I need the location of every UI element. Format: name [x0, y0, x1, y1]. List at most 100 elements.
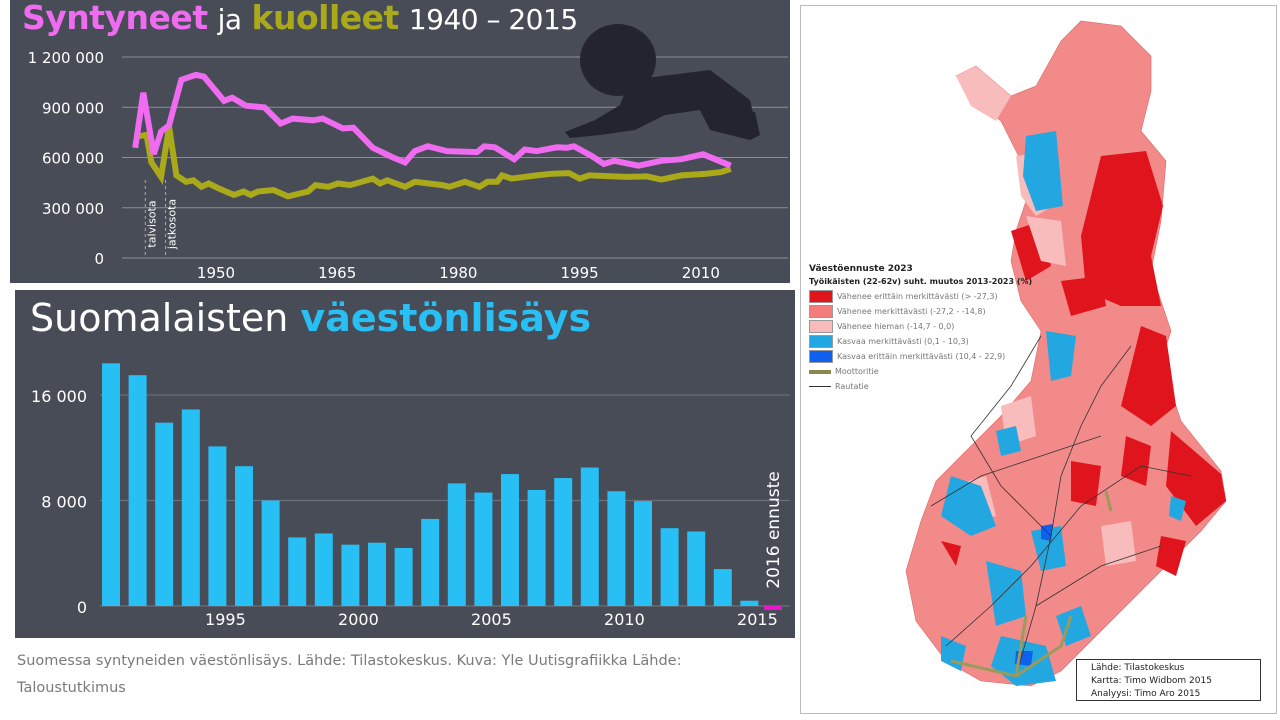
bar-2009 [580, 467, 599, 606]
births-deaths-chart-panel: Syntyneet ja kuolleet 1940 – 2015 0 300 0… [10, 0, 790, 283]
x-tick-label: 2010 [682, 264, 720, 282]
legend-label: Rautatie [835, 382, 869, 391]
legend-item: Vähenee hieman (-14,7 - 0,0) [809, 319, 1032, 334]
bar-1991 [102, 363, 120, 606]
legend-label: Moottoritie [835, 367, 879, 376]
bar-2010 [607, 491, 626, 606]
x-tick-label: 1995 [561, 264, 599, 282]
war-annotation: jatkosota [166, 199, 179, 250]
credit-map: Kartta: Timo Widbom 2015 [1091, 676, 1212, 686]
map-regions-decline-strong [941, 151, 1226, 576]
chart-title: Suomalaisten väestönlisäys [30, 296, 591, 340]
legend-item: Kasvaa erittäin merkittävästi (10,4 - 22… [809, 349, 1032, 364]
title-and: ja [217, 3, 242, 36]
baby-body [565, 70, 758, 140]
motorways [950, 490, 1113, 678]
finland-map [905, 20, 1227, 687]
map-credits: Lähde: Tilastokeskus Kartta: Timo Widbom… [1076, 659, 1261, 701]
baby-silhouette-icon [565, 24, 760, 140]
bar-1992 [128, 375, 147, 606]
legend-subtitle: Työikäisten (22-62v) suht. muutos 2013-2… [809, 277, 1033, 286]
map-regions-growth [941, 131, 1186, 686]
bar-2007 [527, 489, 546, 606]
map-legend: Väestöennuste 2023 Työikäisten (22-62v) … [809, 264, 1032, 394]
title-births: Syntyneet [22, 0, 208, 37]
y-tick-label: 16 000 [31, 387, 87, 406]
legend-label: Vähenee erittäin merkittävästi (> -27,3) [837, 292, 998, 301]
bar-1997 [261, 500, 280, 606]
title-years: 1940 – 2015 [408, 3, 578, 36]
finland-map-panel: Väestöennuste 2023 Työikäisten (22-62v) … [800, 5, 1277, 714]
legend-label: Kasvaa merkittävästi (0,1 - 10,3) [837, 337, 969, 346]
railways [930, 335, 1192, 677]
bar-chart: 0 8 000 16 000 1995 2000 2005 2010 2015 2016 enn… [31, 363, 790, 629]
bar-2013 [687, 531, 706, 606]
bar-2015 [740, 600, 759, 606]
legend-item: Vähenee merkittävästi (-27,2 - -14,8) [809, 304, 1032, 319]
x-tick-label: 1980 [439, 264, 477, 282]
population-growth-chart-panel: Suomalaisten väestönlisäys 0 8 000 16 000 1… [15, 290, 795, 638]
legend-swatch [809, 386, 831, 387]
legend-swatch [809, 290, 833, 303]
legend-swatch [809, 320, 833, 333]
y-tick-label: 0 [77, 598, 87, 617]
credit-analysis: Analyysi: Timo Aro 2015 [1091, 689, 1201, 699]
x-tick-label: 2000 [338, 610, 379, 629]
legend-swatch [809, 335, 833, 348]
bar-2001 [368, 542, 386, 606]
bar-2008 [554, 478, 573, 606]
forecast-bar-2016 [764, 606, 782, 610]
legend-swatch [809, 369, 831, 374]
bar-2012 [660, 528, 679, 606]
chart-title: Syntyneet ja kuolleet 1940 – 2015 [22, 0, 578, 37]
baby-head [580, 24, 656, 96]
x-tick-label: 2010 [604, 610, 645, 629]
legend-label: Kasvaa erittäin merkittävästi (10,4 - 22… [837, 352, 1006, 361]
bar-2011 [634, 501, 652, 606]
x-tick-label: 2015 [737, 610, 778, 629]
legend-title: Väestöennuste 2023 [809, 264, 913, 274]
legend-item: Rautatie [809, 379, 1032, 394]
bar-1993 [155, 422, 174, 606]
title-finns: Suomalaisten [30, 296, 289, 340]
bar-2005 [474, 492, 493, 606]
title-deaths: kuolleet [251, 0, 400, 37]
bar-1994 [181, 409, 200, 606]
bar-2006 [501, 474, 519, 606]
bar-2002 [394, 547, 413, 606]
forecast-label: 2016 ennuste [764, 471, 784, 588]
legend-label: Vähenee hieman (-14,7 - 0,0) [837, 322, 955, 331]
title-growth: väestönlisäys [300, 296, 592, 340]
bar-2014 [713, 569, 732, 606]
x-tick-label: 1995 [205, 610, 246, 629]
credit-source: Lähde: Tilastokeskus [1091, 663, 1185, 673]
war-annotation: talvisota [145, 200, 158, 247]
legend-item: Vähenee erittäin merkittävästi (> -27,3) [809, 289, 1032, 304]
x-tick-label: 1950 [197, 264, 235, 282]
bar-1998 [288, 537, 307, 606]
bar-1995 [208, 446, 227, 606]
bar-1999 [314, 533, 333, 606]
y-tick-label: 900 000 [42, 99, 104, 117]
y-tick-label: 8 000 [41, 492, 87, 511]
y-tick-label: 1 200 000 [28, 49, 104, 67]
x-tick-label: 2005 [471, 610, 512, 629]
y-tick-label: 600 000 [42, 150, 104, 168]
legend-swatch [809, 350, 833, 363]
legend-swatch [809, 305, 833, 318]
series-line-births [132, 71, 732, 169]
legend-item: Kasvaa merkittävästi (0,1 - 10,3) [809, 334, 1032, 349]
y-tick-label: 300 000 [42, 200, 104, 218]
bar-2000 [341, 544, 360, 606]
bar-2003 [421, 518, 440, 606]
legend-label: Vähenee merkittävästi (-27,2 - -14,8) [837, 307, 986, 316]
bar-1996 [235, 466, 253, 606]
series-line-deaths [135, 126, 732, 200]
x-tick-label: 1965 [318, 264, 356, 282]
y-tick-label: 0 [94, 250, 104, 268]
image-caption: Suomessa syntyneiden väestönlisäys. Lähd… [17, 653, 682, 696]
legend-item: Moottoritie [809, 364, 1032, 379]
bar-2004 [447, 483, 466, 606]
baby-leg [710, 110, 760, 140]
line-chart: 0 300 000 600 000 900 000 1 200 000 1950 1965 1… [28, 24, 788, 282]
